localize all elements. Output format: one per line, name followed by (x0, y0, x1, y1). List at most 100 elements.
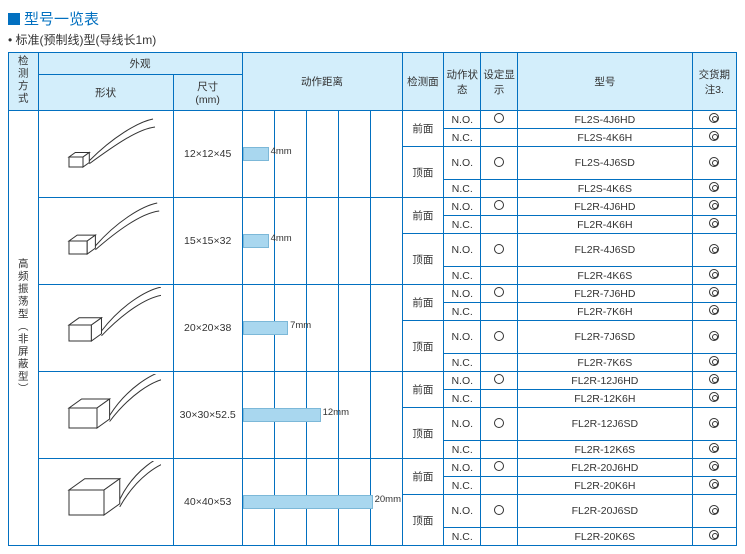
cell-model: FL2R-12J6SD (518, 408, 693, 441)
cell-op-state: N.O. (444, 234, 481, 267)
cell-delivery (692, 111, 736, 129)
cell-op-state: N.O. (444, 285, 481, 303)
cell-op-state: N.C. (444, 354, 481, 372)
cell-model: FL2R-12J6HD (518, 372, 693, 390)
distance-bar-label: 4mm (271, 233, 292, 244)
cell-op-state: N.O. (444, 495, 481, 528)
cell-setting (481, 459, 518, 477)
cell-delivery (692, 495, 736, 528)
cell-detect-surface: 前面 (402, 459, 444, 495)
distance-bar (243, 147, 269, 161)
distance-bar-label: 7mm (290, 320, 311, 331)
cell-detect-surface: 前面 (402, 285, 444, 321)
cell-model: FL2R-20J6SD (518, 495, 693, 528)
distance-bar (243, 408, 321, 422)
distance-bar (243, 321, 289, 335)
cell-delivery (692, 267, 736, 285)
cell-delivery (692, 216, 736, 234)
cell-model: FL2R-4J6HD (518, 198, 693, 216)
table-body: 高频振荡型（非屏蔽型）12×12×454mm前面N.O.FL2S-4J6HDN.… (9, 111, 737, 546)
cell-setting (481, 408, 518, 441)
table-row: 高频振荡型（非屏蔽型）12×12×454mm前面N.O.FL2S-4J6HD (9, 111, 737, 129)
cell-model: FL2S-4K6H (518, 129, 693, 147)
cell-setting (481, 234, 518, 267)
cell-op-state: N.C. (444, 267, 481, 285)
cell-op-state: N.O. (444, 408, 481, 441)
cell-op-distance: 20mm (242, 459, 402, 546)
cell-model: FL2R-4K6S (518, 267, 693, 285)
cell-shape (38, 285, 173, 372)
cell-delivery (692, 129, 736, 147)
cell-shape (38, 459, 173, 546)
cell-delivery (692, 180, 736, 198)
cell-model: FL2R-20K6S (518, 528, 693, 546)
sensor-shape-icon (41, 287, 171, 369)
cell-setting (481, 528, 518, 546)
cell-setting (481, 267, 518, 285)
distance-bar-label: 4mm (271, 146, 292, 157)
distance-bar-label: 20mm (375, 494, 401, 505)
hdr-appearance: 外观 (38, 53, 242, 75)
page-subtitle: 标准(预制线)型(导线长1m) (8, 31, 737, 48)
cell-delivery (692, 408, 736, 441)
cell-dimension: 20×20×38 (173, 285, 242, 372)
cell-model: FL2R-20J6HD (518, 459, 693, 477)
hdr-model: 型号 (518, 53, 693, 111)
cell-setting (481, 441, 518, 459)
cell-op-state: N.C. (444, 180, 481, 198)
cell-setting (481, 477, 518, 495)
cell-model: FL2R-7K6H (518, 303, 693, 321)
cell-delivery (692, 321, 736, 354)
hdr-dimension: 尺寸 (mm) (173, 75, 242, 111)
cell-model: FL2R-4K6H (518, 216, 693, 234)
cell-op-state: N.C. (444, 129, 481, 147)
cell-detect-surface: 顶面 (402, 408, 444, 459)
cell-setting (481, 198, 518, 216)
sensor-shape-icon (41, 113, 171, 195)
cell-model: FL2R-7K6S (518, 354, 693, 372)
cell-delivery (692, 354, 736, 372)
cell-delivery (692, 390, 736, 408)
cell-delivery (692, 441, 736, 459)
sensor-shape-icon (41, 200, 171, 282)
cell-setting (481, 285, 518, 303)
cell-op-state: N.C. (444, 303, 481, 321)
hdr-shape: 形状 (38, 75, 173, 111)
cell-delivery (692, 147, 736, 180)
page-title: 型号一览表 (24, 8, 99, 29)
cell-setting (481, 147, 518, 180)
cell-delivery (692, 372, 736, 390)
cell-op-distance: 4mm (242, 111, 402, 198)
cell-detect-surface: 前面 (402, 111, 444, 147)
cell-op-state: N.O. (444, 111, 481, 129)
cell-op-state: N.C. (444, 390, 481, 408)
page-title-row: 型号一览表 (8, 8, 737, 29)
cell-op-distance: 7mm (242, 285, 402, 372)
hdr-detect-method: 检测方式 (9, 53, 39, 111)
cell-detect-surface: 顶面 (402, 234, 444, 285)
spec-table: 检测方式 外观 动作距离 检测面 动作状态 设定显示 型号 交货期 注3. 形状… (8, 52, 737, 546)
cell-op-state: N.O. (444, 321, 481, 354)
cell-model: FL2R-12K6S (518, 441, 693, 459)
cell-delivery (692, 528, 736, 546)
cell-op-distance: 4mm (242, 198, 402, 285)
cell-dimension: 15×15×32 (173, 198, 242, 285)
cell-op-state: N.C. (444, 441, 481, 459)
cell-detect-surface: 顶面 (402, 321, 444, 372)
cell-op-state: N.C. (444, 528, 481, 546)
cell-setting (481, 321, 518, 354)
cell-detect-surface: 前面 (402, 372, 444, 408)
cell-op-state: N.C. (444, 477, 481, 495)
sensor-shape-icon (41, 374, 171, 456)
cell-shape (38, 111, 173, 198)
cell-detect-surface: 前面 (402, 198, 444, 234)
cell-op-state: N.O. (444, 372, 481, 390)
cell-delivery (692, 234, 736, 267)
cell-setting (481, 180, 518, 198)
table-row: 20×20×387mm前面N.O.FL2R-7J6HD (9, 285, 737, 303)
cell-setting (481, 390, 518, 408)
cell-detect-surface: 顶面 (402, 495, 444, 546)
cell-model: FL2S-4J6SD (518, 147, 693, 180)
cell-delivery (692, 285, 736, 303)
cell-delivery (692, 198, 736, 216)
